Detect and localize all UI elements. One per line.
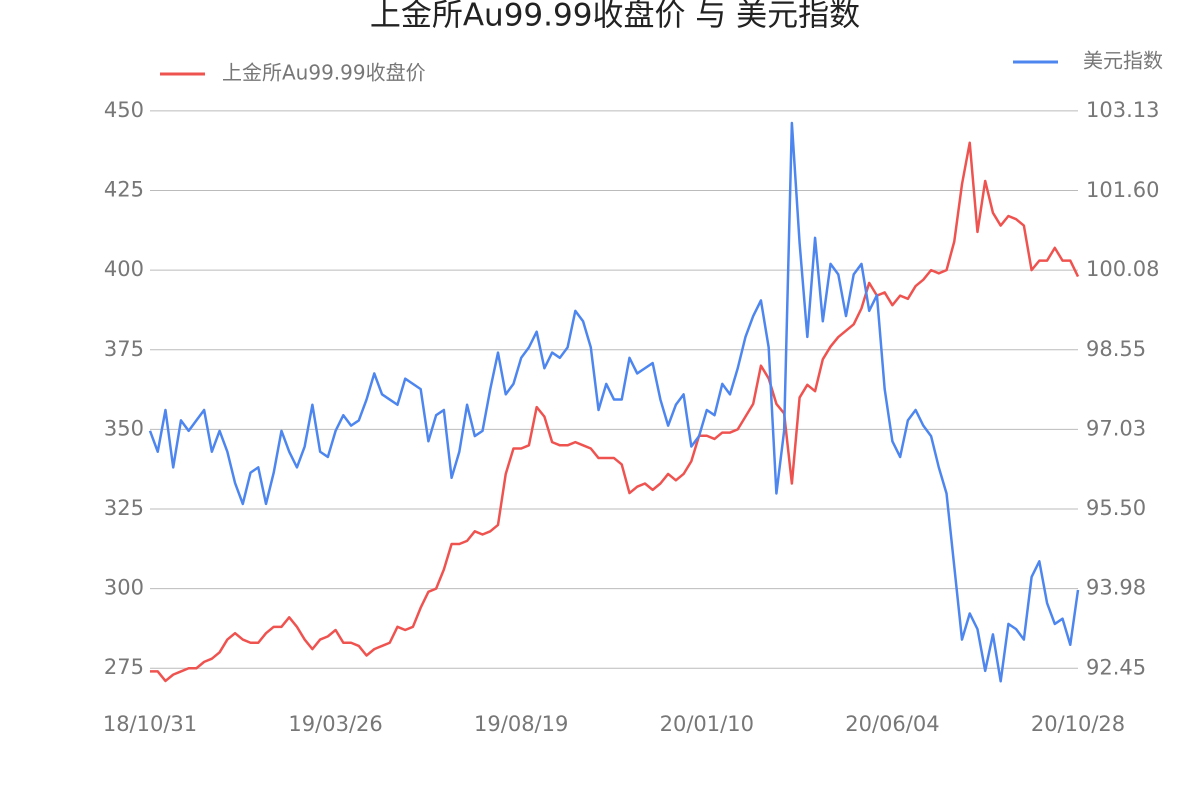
y2-tick-label: 93.98 — [1086, 575, 1146, 599]
y2-tick-label: 103.13 — [1086, 98, 1159, 122]
y-tick-label: 375 — [104, 337, 144, 361]
chart-title: 上金所Au99.99收盘价 与 美元指数 — [370, 0, 860, 34]
legend-label: 上金所Au99.99收盘价 — [222, 61, 426, 85]
y2-tick-label: 100.08 — [1086, 257, 1159, 281]
y-tick-label: 300 — [104, 576, 144, 600]
y2-tick-label: 95.50 — [1086, 496, 1146, 520]
x-tick-label: 20/10/28 — [1031, 712, 1125, 736]
y2-tick-label: 92.45 — [1086, 655, 1146, 679]
y-tick-label: 450 — [104, 98, 144, 122]
y2-tick-label: 97.03 — [1086, 416, 1146, 440]
data-line — [148, 121, 1080, 683]
data-line — [150, 141, 1080, 683]
y-tick-label: 350 — [104, 416, 144, 440]
x-tick-label: 20/06/04 — [845, 712, 939, 736]
x-tick-label: 19/03/26 — [288, 712, 382, 736]
x-tick-label: 19/08/19 — [474, 712, 568, 736]
y2-tick-label: 101.60 — [1086, 178, 1159, 202]
y-tick-label: 275 — [104, 655, 144, 679]
x-tick-label: 18/10/31 — [103, 712, 197, 736]
y-tick-label: 325 — [104, 496, 144, 520]
y-tick-label: 400 — [104, 257, 144, 281]
legend-label: 美元指数 — [1083, 49, 1163, 73]
y-tick-label: 425 — [104, 178, 144, 202]
x-tick-label: 20/01/10 — [660, 712, 754, 736]
y2-tick-label: 98.55 — [1086, 337, 1146, 361]
